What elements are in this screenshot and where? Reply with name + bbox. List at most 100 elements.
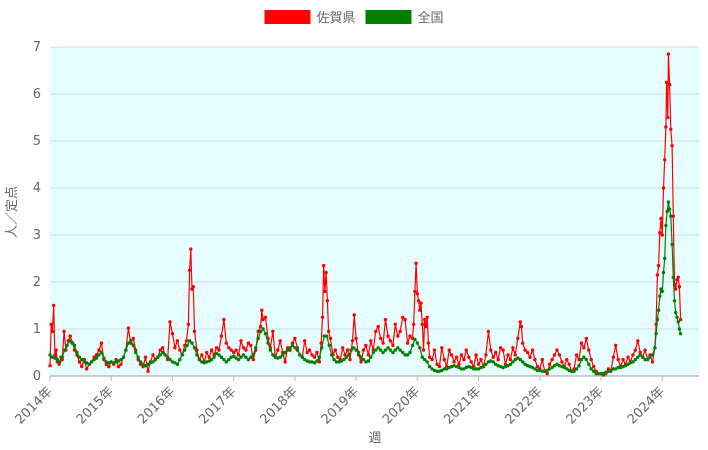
data-point bbox=[675, 315, 679, 319]
x-tick-label: 2022年 bbox=[502, 384, 545, 427]
data-point bbox=[364, 343, 368, 348]
data-point bbox=[667, 82, 672, 87]
data-point bbox=[609, 368, 613, 373]
data-point bbox=[386, 334, 390, 338]
data-point bbox=[126, 326, 131, 330]
data-point bbox=[442, 367, 446, 371]
data-point bbox=[638, 350, 642, 355]
y-tick-label: 2 bbox=[33, 275, 41, 290]
data-point bbox=[189, 247, 193, 251]
data-point bbox=[661, 270, 666, 275]
data-point bbox=[403, 317, 407, 322]
data-point bbox=[661, 186, 666, 190]
data-point bbox=[667, 207, 672, 211]
data-point bbox=[535, 364, 540, 369]
data-point bbox=[256, 336, 260, 341]
data-point bbox=[508, 357, 513, 362]
data-point bbox=[322, 334, 326, 338]
series-1 bbox=[48, 200, 683, 376]
data-point bbox=[674, 310, 678, 315]
data-point bbox=[481, 364, 486, 369]
data-point bbox=[374, 329, 378, 334]
data-point bbox=[530, 348, 535, 352]
data-point bbox=[476, 362, 481, 366]
data-point bbox=[383, 317, 388, 322]
data-point bbox=[449, 353, 454, 357]
data-point bbox=[54, 348, 58, 352]
data-point bbox=[236, 357, 241, 362]
data-point bbox=[418, 308, 422, 312]
data-point bbox=[99, 341, 104, 345]
data-point bbox=[636, 355, 640, 359]
data-point bbox=[158, 348, 162, 352]
data-point bbox=[102, 356, 106, 360]
data-point bbox=[398, 329, 402, 334]
data-point bbox=[55, 357, 59, 362]
data-point bbox=[333, 348, 337, 352]
data-point bbox=[312, 355, 317, 359]
data-point bbox=[518, 320, 522, 324]
data-point bbox=[315, 350, 319, 355]
data-point bbox=[281, 353, 285, 357]
data-point bbox=[241, 346, 246, 350]
data-point bbox=[192, 346, 197, 350]
data-point bbox=[97, 348, 101, 352]
data-point bbox=[332, 357, 336, 362]
data-point bbox=[129, 339, 133, 343]
data-point bbox=[592, 369, 596, 373]
data-point bbox=[587, 348, 591, 352]
x-axis-title: 週 bbox=[368, 431, 381, 446]
data-point bbox=[420, 355, 424, 359]
data-point bbox=[494, 350, 498, 355]
data-point bbox=[474, 367, 478, 371]
data-point bbox=[271, 329, 275, 334]
data-point bbox=[513, 357, 517, 362]
y-tick-label: 4 bbox=[33, 181, 41, 196]
data-point bbox=[577, 357, 581, 362]
data-point bbox=[459, 353, 464, 357]
plot-area-background bbox=[50, 47, 699, 376]
data-point bbox=[540, 357, 544, 362]
data-point bbox=[58, 360, 62, 364]
data-point bbox=[423, 357, 427, 362]
data-point bbox=[369, 339, 373, 343]
data-point bbox=[278, 339, 282, 343]
data-point bbox=[641, 355, 645, 359]
data-point bbox=[631, 353, 635, 357]
data-point bbox=[486, 329, 491, 334]
x-axis: 2014年 2015年 2016年 2017年 2018年 2019年 2020年 2021年… bbox=[13, 376, 668, 427]
data-point bbox=[97, 353, 101, 357]
data-point bbox=[49, 322, 53, 326]
data-point bbox=[376, 324, 380, 329]
data-point bbox=[469, 365, 473, 370]
data-point bbox=[234, 356, 238, 360]
data-point bbox=[271, 353, 275, 357]
data-point bbox=[584, 336, 588, 341]
data-point bbox=[345, 348, 350, 352]
data-point bbox=[307, 348, 312, 352]
data-point bbox=[459, 367, 464, 371]
data-point bbox=[678, 332, 683, 336]
data-point bbox=[562, 365, 566, 370]
data-point bbox=[418, 346, 422, 350]
data-point bbox=[317, 355, 322, 359]
data-point bbox=[462, 357, 466, 362]
data-point bbox=[454, 355, 459, 359]
data-point bbox=[592, 364, 596, 369]
data-point bbox=[239, 339, 243, 343]
data-point bbox=[664, 223, 668, 228]
data-point bbox=[329, 353, 334, 357]
data-point bbox=[234, 348, 238, 352]
data-point bbox=[336, 355, 340, 359]
data-point bbox=[415, 292, 420, 296]
data-point bbox=[85, 361, 89, 365]
data-point bbox=[70, 341, 74, 345]
data-point bbox=[290, 343, 295, 348]
data-point bbox=[94, 356, 99, 360]
data-point bbox=[572, 369, 576, 373]
data-point bbox=[334, 360, 339, 364]
data-point bbox=[217, 353, 221, 357]
data-point bbox=[260, 308, 264, 312]
data-point bbox=[209, 348, 214, 352]
data-point bbox=[156, 355, 160, 359]
